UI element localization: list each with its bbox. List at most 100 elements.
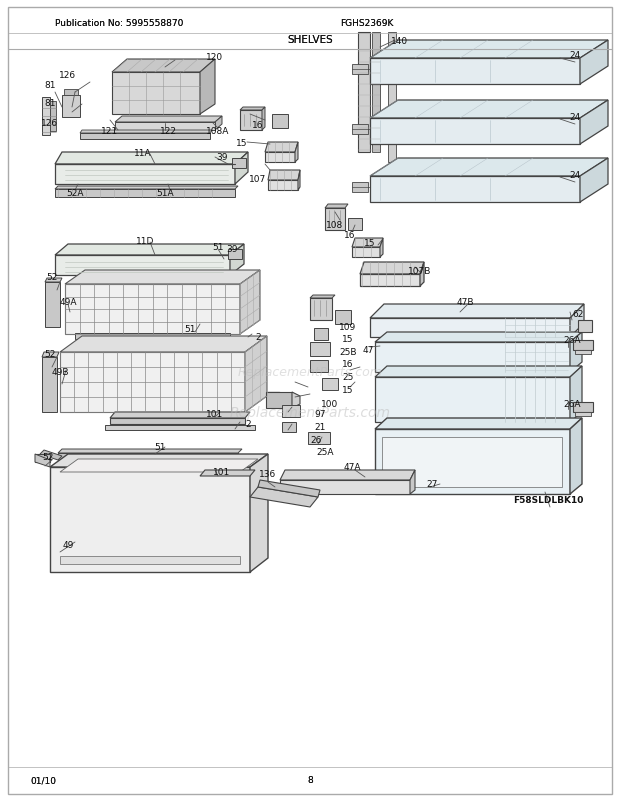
Text: 107: 107 <box>249 174 267 184</box>
Polygon shape <box>375 333 582 342</box>
Text: 121: 121 <box>102 127 118 136</box>
Bar <box>352 65 368 75</box>
Bar <box>352 248 380 257</box>
Bar <box>308 432 330 444</box>
Polygon shape <box>298 171 300 191</box>
Polygon shape <box>370 305 584 318</box>
Bar <box>382 437 562 488</box>
Bar <box>348 219 362 231</box>
Bar <box>58 453 238 460</box>
Text: 97: 97 <box>314 410 326 419</box>
Text: 15: 15 <box>236 140 248 148</box>
Text: 126: 126 <box>42 119 58 128</box>
Bar <box>375 378 570 423</box>
Polygon shape <box>35 455 50 468</box>
Text: 100: 100 <box>321 400 339 409</box>
Text: 47: 47 <box>362 346 374 355</box>
Polygon shape <box>580 41 608 85</box>
Text: 101: 101 <box>213 468 231 477</box>
Bar <box>388 33 396 163</box>
Bar <box>310 298 332 321</box>
Text: 21: 21 <box>314 423 326 432</box>
Polygon shape <box>570 305 584 338</box>
Bar <box>60 557 240 565</box>
Polygon shape <box>280 471 415 480</box>
Bar <box>310 342 330 357</box>
Text: 11D: 11D <box>136 237 154 245</box>
Text: 24: 24 <box>569 113 580 123</box>
Bar <box>325 209 345 231</box>
Bar <box>370 119 580 145</box>
Bar <box>42 358 57 412</box>
Bar <box>42 98 50 136</box>
Polygon shape <box>100 338 243 342</box>
Bar <box>370 318 570 338</box>
Text: 51: 51 <box>184 325 196 334</box>
Text: FGHS2369K: FGHS2369K <box>340 19 393 28</box>
Polygon shape <box>370 101 608 119</box>
Bar <box>105 426 255 431</box>
Text: 126: 126 <box>60 71 76 79</box>
Text: 49: 49 <box>63 540 74 549</box>
Bar <box>268 392 270 408</box>
Polygon shape <box>112 60 215 73</box>
Bar <box>352 183 368 192</box>
Text: 49B: 49B <box>51 368 69 377</box>
Bar <box>358 33 370 153</box>
Bar <box>272 392 274 408</box>
Bar <box>55 164 235 184</box>
Bar <box>370 176 580 203</box>
Bar <box>100 342 240 346</box>
Polygon shape <box>295 143 298 163</box>
Text: 51: 51 <box>154 443 166 452</box>
Polygon shape <box>58 449 242 453</box>
Text: 26A: 26A <box>563 336 581 345</box>
Bar <box>232 159 246 168</box>
Polygon shape <box>250 488 318 508</box>
Text: 101: 101 <box>206 410 224 419</box>
Text: 62: 62 <box>572 310 583 319</box>
Text: 47A: 47A <box>343 463 361 472</box>
Bar <box>370 59 580 85</box>
Text: 16: 16 <box>252 120 264 129</box>
Text: 24: 24 <box>569 170 580 180</box>
Polygon shape <box>42 353 59 358</box>
Text: 26: 26 <box>311 436 322 445</box>
Bar <box>62 96 80 118</box>
Polygon shape <box>570 333 582 373</box>
Text: 25A: 25A <box>316 448 334 457</box>
Text: ReplacementParts.com: ReplacementParts.com <box>237 366 383 379</box>
Polygon shape <box>570 419 582 494</box>
Bar <box>282 406 300 418</box>
Polygon shape <box>258 480 320 497</box>
Text: F58SLDLBK10: F58SLDLBK10 <box>513 496 583 505</box>
Text: 49A: 49A <box>60 298 77 307</box>
Bar <box>60 353 245 412</box>
Text: 122: 122 <box>159 127 177 136</box>
Polygon shape <box>40 451 62 460</box>
Text: 140: 140 <box>391 36 409 46</box>
Polygon shape <box>375 419 582 429</box>
Bar <box>265 153 295 163</box>
Bar <box>375 429 570 494</box>
Polygon shape <box>45 278 62 282</box>
Polygon shape <box>410 471 415 494</box>
Text: 39: 39 <box>226 244 237 253</box>
Bar <box>270 392 272 408</box>
Text: FGHS2369K: FGHS2369K <box>340 19 393 28</box>
Bar <box>64 90 78 96</box>
Bar <box>360 274 420 286</box>
Bar <box>278 392 280 408</box>
Bar <box>575 412 591 416</box>
Text: 16: 16 <box>342 360 354 369</box>
Text: 15: 15 <box>342 386 354 395</box>
Polygon shape <box>380 239 383 257</box>
Bar <box>573 403 593 412</box>
Bar <box>75 334 230 339</box>
Polygon shape <box>60 337 267 353</box>
Text: 25: 25 <box>342 373 353 382</box>
Bar <box>115 123 215 131</box>
Bar <box>372 33 380 153</box>
Text: 2: 2 <box>245 420 251 429</box>
Text: 47B: 47B <box>456 298 474 307</box>
